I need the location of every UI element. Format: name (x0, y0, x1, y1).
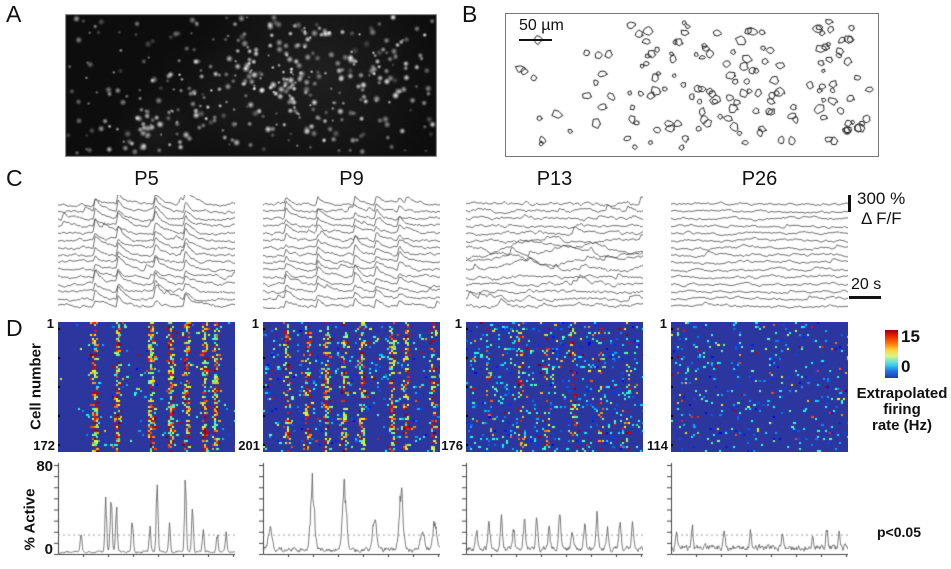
colorbar-title-line1: Extrapolated (856, 385, 948, 402)
time-scale-label: 20 s (851, 276, 882, 293)
heatmap-p26 (671, 322, 848, 452)
amplitude-scalebar (848, 195, 851, 212)
colorbar-title-line2: firing (883, 401, 921, 418)
colorbar-title-line3: rate (Hz) (871, 417, 932, 434)
first-cell-p5: 1 (46, 316, 54, 331)
last-cell-p13: 176 (441, 438, 463, 453)
time-scalebar (849, 296, 881, 299)
panel-c-label: C (6, 165, 23, 191)
amplitude-scale-label: 300 % (857, 189, 906, 208)
panel-b-cell-contours (506, 14, 878, 156)
scalebar-50um-bar (519, 39, 552, 41)
column-title-p26: P26 (741, 168, 778, 190)
traces-p5 (58, 195, 235, 309)
panel-b-contour-box (505, 13, 879, 157)
panel-a-fluorescence-image (65, 14, 437, 157)
heatmap-p9 (263, 322, 440, 452)
column-title-p13: P13 (536, 168, 573, 190)
heatmap-p5 (58, 322, 235, 452)
colorbar-min-label: 0 (901, 357, 911, 376)
last-cell-p26: 114 (647, 438, 668, 453)
first-cell-p9: 1 (251, 316, 259, 331)
traces-p26 (671, 195, 848, 309)
panel-a-label: A (6, 1, 22, 27)
panel-d-label: D (6, 315, 23, 341)
colorbar-max-label: 15 (901, 327, 920, 346)
last-cell-p5: 172 (33, 438, 55, 453)
amplitude-scale-unit: Δ F/F (861, 209, 902, 228)
cell-number-axis-label: Cell number (27, 343, 45, 430)
traces-p9 (263, 195, 440, 309)
column-title-p9: P9 (339, 168, 364, 190)
percent-active-min-label: 0 (44, 541, 53, 558)
firing-rate-colorbar (885, 330, 898, 378)
percent-active-plot-p26 (665, 459, 848, 557)
percent-active-plot-p9 (257, 459, 440, 557)
first-cell-p26: 1 (659, 316, 667, 331)
significance-label: p<0.05 (877, 524, 921, 540)
scalebar-50um-label: 50 µm (519, 17, 564, 34)
panel-b-label: B (462, 1, 478, 27)
percent-active-axis-label: % Active (21, 488, 39, 551)
percent-active-max-label: 80 (36, 458, 53, 475)
traces-p13 (466, 195, 643, 309)
first-cell-p13: 1 (454, 316, 462, 331)
heatmap-p13 (466, 322, 643, 452)
last-cell-p9: 201 (238, 438, 260, 453)
percent-active-plot-p5 (52, 459, 235, 557)
percent-active-plot-p13 (460, 459, 643, 557)
column-title-p5: P5 (134, 168, 159, 190)
